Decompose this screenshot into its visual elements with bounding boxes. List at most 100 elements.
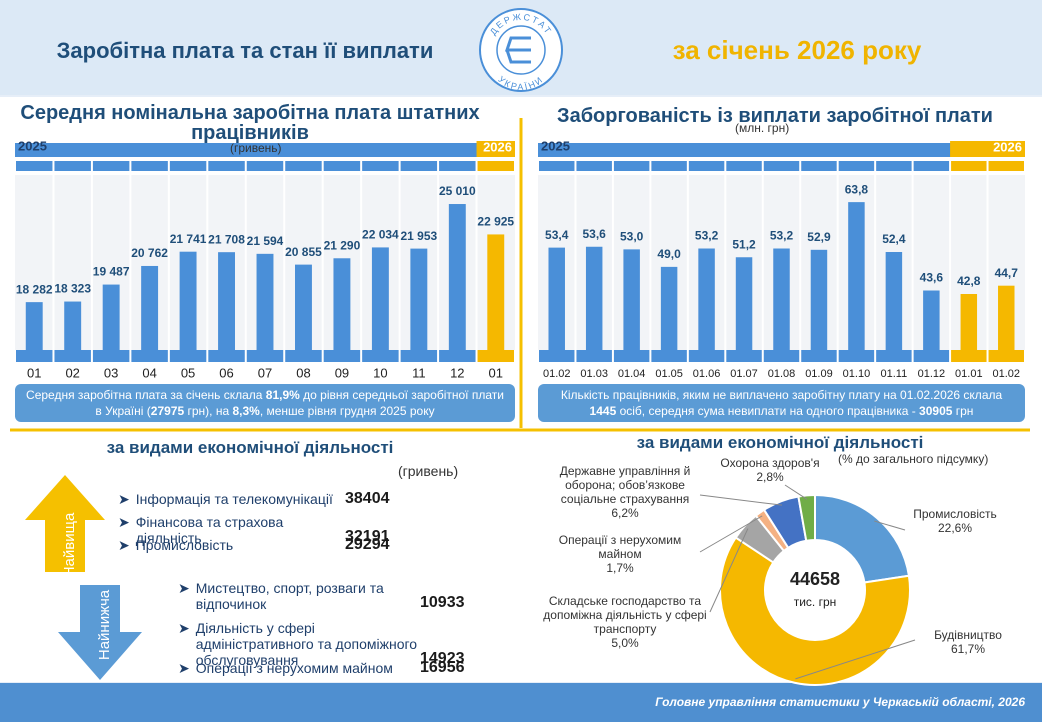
item-name: Фінансова та страхова діяльність	[135, 514, 284, 546]
band-segment	[539, 350, 575, 362]
bullet: ➤	[178, 620, 190, 636]
value-label: 52,9	[807, 230, 831, 244]
slice-label: Операції з нерухомим майном 1,7%	[550, 533, 690, 575]
bar	[448, 204, 466, 350]
value-label: 53,0	[620, 230, 644, 244]
band-segment	[362, 161, 399, 171]
value-label: 49,0	[657, 247, 681, 261]
bullet: ➤	[118, 491, 130, 507]
band-segment	[323, 161, 361, 171]
note-part: Середня заробітна плата за січень склала	[26, 388, 266, 402]
band-segment	[246, 161, 284, 171]
band-segment	[876, 161, 912, 171]
note-part: грн	[952, 404, 974, 418]
x-tick-label: 05	[181, 365, 195, 380]
leader-line	[874, 520, 906, 531]
value-label: 25 010	[439, 184, 476, 198]
band-segment	[439, 350, 476, 362]
bar	[735, 257, 753, 350]
value-label: 21 953	[400, 229, 437, 243]
note-part: Кількість працівників, яким не виплачено…	[560, 388, 1003, 402]
bar	[998, 285, 1015, 350]
note: Середня заробітна плата за січень склала…	[15, 384, 515, 422]
item-name: Діяльність у сфері адміністративного та …	[195, 620, 418, 668]
leader-line	[699, 494, 783, 506]
band-segment	[285, 350, 322, 362]
note-part: 81,9%	[265, 388, 300, 402]
x-tick-label: 01.01	[955, 368, 983, 380]
bar	[295, 264, 312, 350]
bar	[64, 301, 82, 350]
band-segment	[801, 161, 837, 171]
note-part: 27975	[150, 404, 185, 418]
note-part: 8,3%	[232, 404, 260, 418]
bar	[179, 251, 197, 350]
value-label: 21 290	[324, 238, 361, 252]
band-segment	[208, 161, 245, 171]
item-value: 10933	[420, 594, 465, 611]
total-unit: тис. грн	[794, 595, 837, 609]
value-label: 52,4	[882, 232, 906, 246]
period-box	[950, 141, 1025, 157]
value-label: 44,7	[995, 266, 1019, 280]
item-name: Промисловість	[135, 537, 234, 553]
band-segment	[131, 161, 168, 171]
period-label: 2026	[993, 139, 1022, 154]
item-name: Мистецтво, спорт, розваги та відпочинок	[195, 580, 384, 612]
note-part: 30905	[919, 404, 953, 418]
ranking-unit: (гривень)	[398, 463, 459, 479]
item-value: 16956	[420, 659, 465, 676]
value-label: 22 925	[477, 215, 514, 229]
slice-name: Будівництво	[934, 628, 1002, 642]
bar	[585, 246, 603, 350]
band-segment	[54, 350, 91, 362]
value-label: 21 708	[208, 232, 245, 246]
x-tick-label: 10	[373, 365, 387, 380]
band-segment	[876, 350, 912, 362]
item-value: 32191	[345, 528, 390, 545]
x-tick-label: 01.02	[993, 368, 1021, 380]
x-tick-label: 01.08	[768, 368, 796, 380]
value-label: 21 741	[170, 232, 207, 246]
slice-value: 61,7%	[950, 642, 986, 656]
leader-line	[709, 528, 749, 613]
bar	[256, 253, 274, 350]
band-segment	[285, 161, 322, 171]
value-label: 43,6	[920, 271, 944, 285]
bar	[487, 234, 505, 350]
x-tick-label: 01.06	[693, 368, 721, 380]
chart-subtitle: (млн. грн)	[735, 121, 790, 135]
band-segment	[576, 350, 612, 362]
band-segment	[688, 161, 725, 171]
bar	[218, 252, 235, 350]
bar	[371, 247, 389, 350]
bar	[410, 248, 428, 350]
bar	[848, 202, 865, 350]
band-segment	[801, 350, 837, 362]
ranking-title: за видами економічної діяльності	[106, 438, 394, 457]
value-label: 20 855	[285, 245, 322, 259]
band-segment	[169, 350, 207, 362]
band-segment	[951, 161, 987, 171]
slice-name: Охорона здоров'я	[720, 456, 820, 470]
ranking-item: ➤ Інформація та телекомунікації 38404	[118, 490, 425, 508]
value-label: 19 487	[93, 265, 130, 279]
band-segment	[988, 161, 1024, 171]
band-segment	[246, 350, 284, 362]
year-band	[15, 143, 515, 157]
item-value: 38404	[345, 490, 390, 507]
highest-label: Найвища	[61, 512, 78, 577]
value-label: 18 282	[16, 282, 53, 296]
band-segment	[576, 161, 612, 171]
down-arrow	[58, 585, 142, 680]
band-segment	[92, 350, 130, 362]
year-band	[538, 143, 1025, 157]
x-tick-label: 01.04	[618, 368, 646, 380]
band-segment	[208, 350, 245, 362]
item-value: 14923	[420, 650, 465, 667]
ranking-item: ➤ Фінансова та страхова діяльність 32191	[118, 514, 425, 546]
note-part: до рівня середньої заробітної плати в Ук…	[95, 388, 504, 418]
bar	[698, 248, 715, 350]
bar	[810, 249, 828, 350]
value-label: 18 323	[54, 282, 91, 296]
